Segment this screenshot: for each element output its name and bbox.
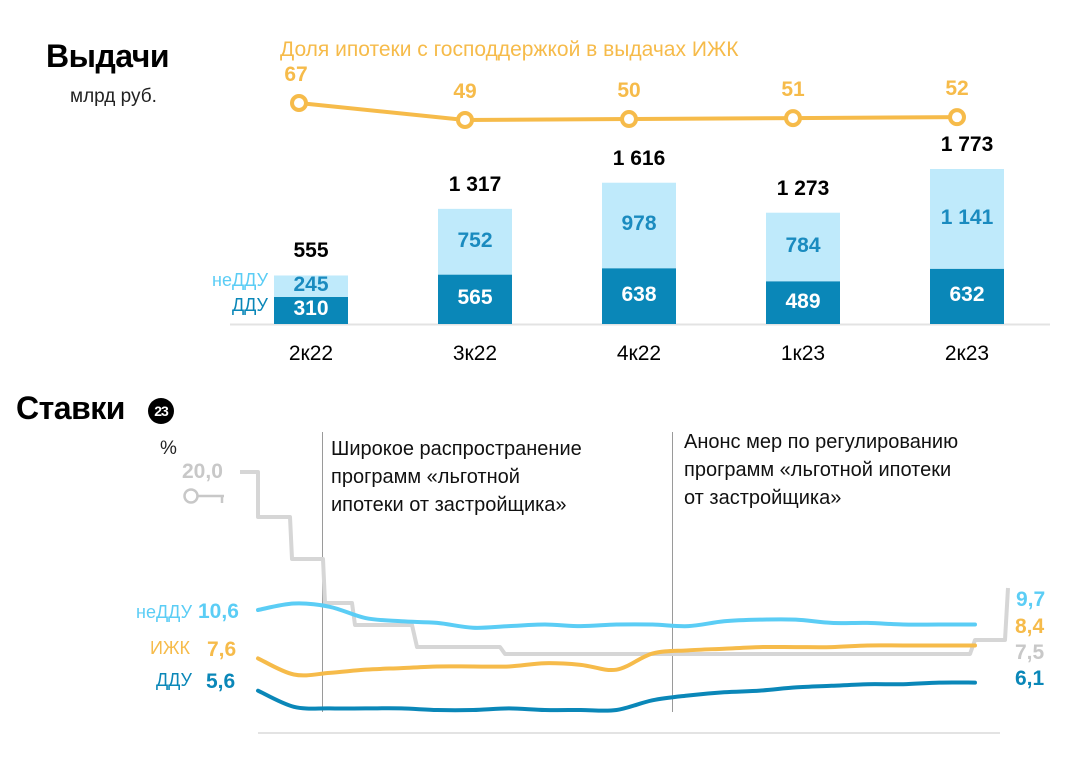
bar-total-label: 1 317 — [448, 172, 502, 196]
bar-ddu — [602, 268, 676, 324]
category-label: 3к22 — [452, 342, 498, 365]
share-value-label: 67 — [284, 63, 308, 86]
bar-ddu — [274, 296, 348, 324]
label-neddu: неДДУ — [136, 602, 192, 622]
annotation-1-line-2: программ «льготной — [331, 466, 520, 488]
share-value-label: 49 — [453, 80, 477, 103]
annotation-2: Анонс мер по регулированию программ «льг… — [684, 428, 958, 512]
ddu-rate-line — [256, 680, 977, 713]
bar-neddu-label: 978 — [621, 212, 657, 236]
legend-neddu: неДДУ — [212, 270, 268, 290]
bar-total-label: 1 616 — [612, 146, 666, 170]
neddu-start-value: 10,6 — [198, 600, 239, 623]
share-value-label: 50 — [617, 79, 641, 103]
izhk-start-value: 7,6 — [207, 638, 237, 661]
issuance-unit: млрд руб. — [70, 86, 157, 107]
share-point — [784, 109, 802, 128]
legend-ddu: ДДУ — [231, 295, 268, 315]
share-point — [620, 110, 638, 129]
share-point — [290, 94, 308, 112]
neddu-end-value: 9,7 — [1016, 588, 1046, 611]
bar-neddu-label: 245 — [293, 273, 329, 297]
share-point — [948, 108, 966, 127]
label-ddu: ДДУ — [155, 670, 192, 690]
annotation-2-line-2: программ «льготной ипотеки — [684, 459, 952, 481]
key-rate-end-value: 7,5 — [1015, 641, 1045, 664]
bar-neddu — [930, 169, 1004, 269]
share-value-label: 52 — [945, 77, 969, 101]
bar-neddu — [766, 212, 840, 282]
key-rate-line — [240, 470, 1010, 656]
bar-neddu-label: 752 — [457, 228, 493, 252]
ddu-start-value: 5,6 — [206, 670, 236, 693]
annotation-2-line-3: от застройщика» — [684, 487, 842, 509]
label-izhk: ИЖК — [149, 638, 190, 658]
footnote-badge: 23 — [148, 398, 174, 424]
rates-title: Ставки — [16, 390, 125, 426]
neddu-rate-line — [256, 601, 977, 630]
issuance-title: Выдачи — [46, 38, 170, 74]
rates-unit: % — [160, 438, 177, 459]
bar-neddu-label: 1 141 — [940, 205, 994, 229]
izhk-end-value: 8,4 — [1015, 615, 1045, 638]
bar-total-label: 555 — [293, 239, 329, 263]
annotation-1-line-3: ипотеки от застройщика» — [331, 494, 567, 516]
bar-ddu-label: 638 — [621, 283, 657, 307]
category-label: 2к22 — [288, 342, 334, 365]
bar-ddu-label: 632 — [949, 283, 985, 307]
annotation-1-line-1: Широкое распространение — [331, 438, 582, 460]
bar-neddu-label: 784 — [785, 233, 821, 257]
izhk-rate-line — [256, 643, 977, 678]
key-icon — [183, 488, 224, 504]
bar-ddu-label: 565 — [457, 286, 493, 310]
bar-ddu-label: 310 — [293, 297, 329, 321]
annotation-2-line-1: Анонс мер по регулированию — [684, 431, 959, 453]
annotation-1: Широкое распространение программ «льготн… — [331, 435, 582, 519]
bar-ddu-label: 489 — [785, 289, 821, 313]
bar-neddu — [274, 275, 348, 297]
bar-ddu — [766, 281, 840, 324]
bar-neddu — [602, 182, 676, 269]
bar-ddu — [438, 274, 512, 324]
bar-ddu — [930, 268, 1004, 324]
share-point — [456, 111, 474, 129]
key-rate-start-label: 20,0 — [182, 460, 223, 483]
share-value-label: 51 — [781, 78, 805, 102]
bar-total-label: 1 773 — [940, 133, 994, 156]
share-title: Доля ипотеки с господдержкой в выдачах И… — [280, 38, 739, 61]
category-label: 1к23 — [780, 342, 826, 365]
category-label: 2к23 — [944, 342, 990, 365]
ddu-end-value: 6,1 — [1015, 667, 1045, 690]
bar-total-label: 1 273 — [776, 176, 830, 200]
category-label: 4к22 — [616, 342, 662, 365]
bar-neddu — [438, 208, 512, 275]
